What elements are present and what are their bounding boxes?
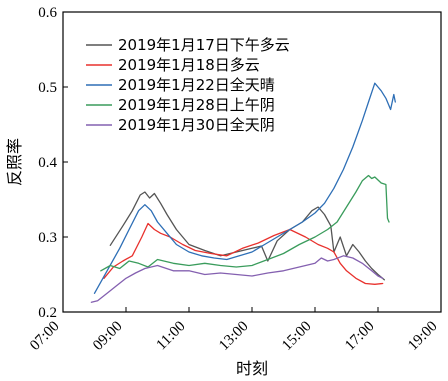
y-axis-title: 反照率: [5, 138, 24, 186]
x-tick-label: 11:00: [154, 318, 189, 353]
y-tick-label: 0.5: [38, 80, 57, 96]
series-line-3: [93, 82, 396, 294]
legend-label-5: 2019年1月30日全天阴: [118, 116, 275, 134]
y-tick-label: 0.3: [38, 230, 57, 246]
legend: 2019年1月17日下午多云 2019年1月18日多云 2019年1月22日全天晴 2…: [86, 36, 290, 134]
y-tick-label: 0.6: [38, 5, 57, 21]
legend-label-3: 2019年1月22日全天晴: [118, 76, 275, 94]
x-tick-label: 09:00: [90, 318, 125, 353]
x-axis-title: 时刻: [236, 359, 268, 378]
series-line-5: [90, 255, 384, 303]
series-line-2: [103, 222, 384, 285]
y-tick-label: 0.4: [38, 155, 57, 171]
x-tick-label: 07:00: [27, 318, 62, 353]
x-tick-label: 19:00: [405, 318, 440, 353]
legend-label-4: 2019年1月28日上午阴: [118, 96, 275, 114]
x-tick-label: 15:00: [279, 318, 314, 353]
y-tick-label: 0.2: [38, 305, 57, 321]
legend-label-1: 2019年1月17日下午多云: [118, 36, 290, 54]
series-lines: [90, 82, 396, 303]
y-axis-ticks: 0.2 0.3 0.4 0.5 0.6: [38, 5, 68, 321]
x-tick-label: 13:00: [216, 318, 251, 353]
legend-label-2: 2019年1月18日多云: [118, 56, 260, 74]
series-line-1: [109, 191, 385, 281]
x-axis-ticks: 07:00 09:00 11:00 13:00 15:00 17:00 19:00: [27, 307, 442, 354]
series-line-4: [100, 174, 390, 272]
x-tick-label: 17:00: [342, 318, 377, 353]
